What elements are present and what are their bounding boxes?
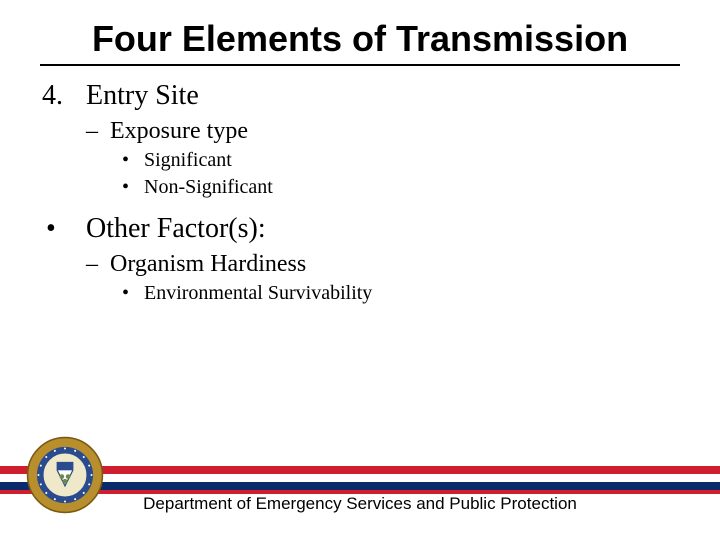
list-label: Exposure type bbox=[110, 118, 248, 145]
list-bullet: • bbox=[122, 282, 144, 305]
list-item-organism-hardiness: – Organism Hardiness bbox=[86, 251, 680, 278]
footer-text: Department of Emergency Services and Pub… bbox=[0, 494, 720, 514]
footer-stripe-blue bbox=[0, 482, 720, 490]
list-item-non-significant: • Non-Significant bbox=[122, 176, 680, 199]
footer-stripe-red-top bbox=[0, 466, 720, 474]
list-label: Entry Site bbox=[86, 80, 199, 112]
list-item-environmental-survivability: • Environmental Survivability bbox=[122, 282, 680, 305]
list-number: 4. bbox=[42, 80, 86, 112]
slide-title: Four Elements of Transmission bbox=[0, 18, 720, 60]
list-bullet: • bbox=[122, 149, 144, 172]
list-label: Environmental Survivability bbox=[144, 282, 372, 305]
list-item-exposure-type: – Exposure type bbox=[86, 118, 680, 145]
list-dash: – bbox=[86, 251, 110, 278]
list-dash: – bbox=[86, 118, 110, 145]
list-label: Other Factor(s): bbox=[86, 213, 266, 245]
list-item-significant: • Significant bbox=[122, 149, 680, 172]
list-label: Organism Hardiness bbox=[110, 251, 306, 278]
footer-stripe-white bbox=[0, 474, 720, 482]
list-item-other-factors: • Other Factor(s): bbox=[42, 213, 680, 245]
list-item-entry-site: 4. Entry Site bbox=[42, 80, 680, 112]
title-underline bbox=[40, 64, 680, 66]
list-label: Significant bbox=[144, 149, 232, 172]
list-label: Non-Significant bbox=[144, 176, 273, 199]
list-bullet: • bbox=[122, 176, 144, 199]
content-area: 4. Entry Site – Exposure type • Signific… bbox=[42, 80, 680, 305]
list-bullet: • bbox=[42, 213, 86, 245]
slide: Four Elements of Transmission 4. Entry S… bbox=[0, 0, 720, 540]
department-seal-icon bbox=[26, 436, 104, 514]
